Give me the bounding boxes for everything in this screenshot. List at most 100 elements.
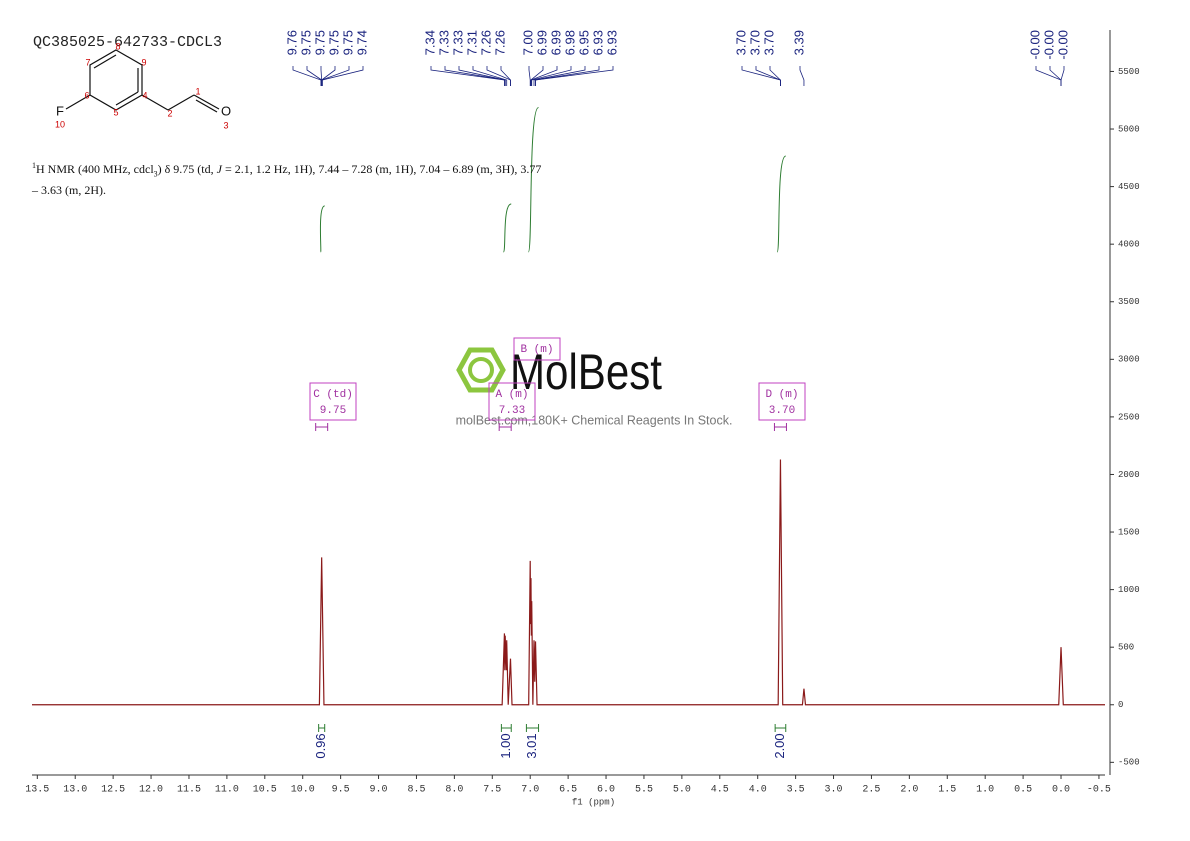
peak-connector [292,66,322,86]
atom-number: 7 [85,57,90,67]
bond [193,94,220,110]
x-tick-label: 8.0 [445,785,463,796]
integral-label: 1.00 [498,733,513,758]
bond [115,91,139,106]
structure [65,49,220,113]
peak-connector [741,66,781,86]
atom-number: 9 [141,57,146,67]
peak-connector [321,66,350,86]
multiplet-label: B (m) [520,344,553,356]
x-tick-label: 10.0 [291,785,315,796]
peak-connector [533,66,586,86]
peak-label: 9.76 [284,30,299,55]
integral-curve [527,107,540,253]
spectrum [32,459,1105,706]
peak-label: 7.26 [478,30,493,55]
peak-label: -0.00 [1041,30,1056,60]
x-tick-label: 3.0 [825,785,843,796]
watermark: MolBest molBest.com,180K+ Chemical Reage… [456,344,733,427]
y-tick-label: 5500 [1118,67,1140,77]
peak-label: 6.95 [576,30,591,55]
atom-number: 8 [115,41,120,51]
peak-label: 7.33 [450,30,465,55]
bond [93,54,117,69]
x-tick-label: 7.0 [521,785,539,796]
atom-number: 5 [113,107,118,117]
y-tick-label: 3500 [1118,297,1140,307]
peak-connector [531,66,572,86]
peak-label: 6.93 [590,30,605,55]
peak-label: 7.33 [436,30,451,55]
peak-label: 7.31 [464,30,479,55]
description-line: 1H NMR (400 MHz, cdcl3) δ 9.75 (td, J = … [32,157,652,182]
peak-label: 9.75 [326,30,341,55]
peak-connector [535,66,614,86]
peak-connector [528,66,531,86]
y-tick-label: -500 [1118,758,1140,768]
multiplet-label: C (td) [313,389,353,401]
peak-label: 3.70 [747,30,762,55]
peak-label: 9.75 [312,30,327,55]
text: ) δ 9.75 (td, [157,162,217,176]
peak-connector [769,66,781,86]
bond [65,94,91,110]
ring [89,49,143,111]
description: 1H NMR (400 MHz, cdcl3) δ 9.75 (td, J = … [32,157,652,199]
integral-bracket [525,724,540,732]
x-tick-label: 10.5 [253,785,277,796]
multiplet-box [758,382,806,421]
peak-label: 7.00 [520,30,535,55]
x-tick-label: 5.0 [673,785,691,796]
y-tick-label: 2500 [1118,412,1140,422]
peak-connector [799,66,805,86]
y-tick-label: 5000 [1118,124,1140,134]
text: H NMR (400 MHz, cdcl [36,162,154,176]
peak-label: 6.99 [548,30,563,55]
multiplet-box [513,337,561,361]
multiplet-shift: 3.70 [769,405,795,417]
bond [141,94,169,111]
multiplet-label: A (m) [495,389,528,401]
peak-connector [458,66,506,86]
atom-number: 2 [167,108,172,118]
x-tick-label: 7.5 [483,785,501,796]
peak-connector [430,66,505,86]
x-tick-label: 1.5 [938,785,956,796]
integral-bracket [774,724,787,732]
multiplet-box [488,382,536,421]
y-tick-label: 4000 [1118,240,1140,250]
bond [167,94,195,111]
peak-label: 3.70 [761,30,776,55]
peak-connector [1060,66,1065,86]
x-tick-label: 1.0 [976,785,994,796]
x-tick-label: 9.5 [332,785,350,796]
peak-label: 3.70 [733,30,748,55]
x-tick-label: 3.5 [787,785,805,796]
integral-curve [502,203,512,253]
x-tick-label: 13.5 [25,785,49,796]
atom-number: 4 [142,90,147,100]
logo [468,357,494,383]
peak-label: 9.74 [354,30,369,55]
atom-number: 6 [84,90,89,100]
atom-number: 1 [195,86,200,96]
watermark-tagline: molBest.com,180K+ Chemical Reagents In S… [456,413,733,427]
atom-numbers: 1 2 3 4 5 6 7 8 9 10 [55,41,229,130]
integral-label: 0.96 [313,733,328,758]
y-tick-label: 0 [1118,700,1123,710]
text: J [216,162,222,176]
bond [195,99,218,113]
multiplet-shift: 7.33 [499,405,525,417]
integral-curve [319,205,326,253]
peak-label: 7.26 [492,30,507,55]
peak-label: 6.93 [604,30,619,55]
peak-connector [500,66,511,86]
peak-label: -0.00 [1055,30,1070,60]
atom-label: O [221,103,231,118]
chart-title: QC385025-642733-CDCL3 [33,34,222,51]
integral-bracket [500,724,512,732]
text: 1 [32,161,36,170]
atom-labels: F O [56,103,231,118]
